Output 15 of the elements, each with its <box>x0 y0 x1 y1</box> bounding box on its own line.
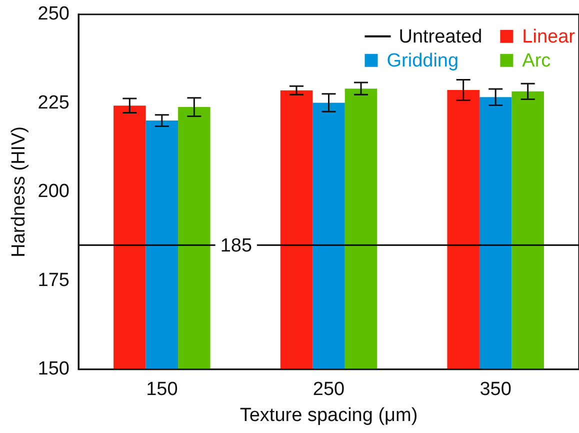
legend-label: Linear <box>522 26 576 48</box>
x-tick-label: 150 <box>146 379 178 400</box>
legend-label: Arc <box>522 50 551 72</box>
x-tick-label: 250 <box>312 379 345 400</box>
y-tick-label: 175 <box>38 270 70 291</box>
y-axis-title: Hardness (HIV) <box>8 126 30 258</box>
annotation: Untreated <box>398 26 482 48</box>
x-axis-title: Texture spacing (μm) <box>240 404 418 426</box>
y-tick-label: 250 <box>38 4 70 25</box>
legend-label: Gridding <box>386 50 459 72</box>
y-tick-label: 200 <box>38 181 70 202</box>
ref-line-label: 185 <box>220 235 252 256</box>
y-tick-label: 225 <box>38 92 70 114</box>
x-tick-label: 350 <box>480 379 512 400</box>
y-tick-label: 150 <box>38 358 70 380</box>
